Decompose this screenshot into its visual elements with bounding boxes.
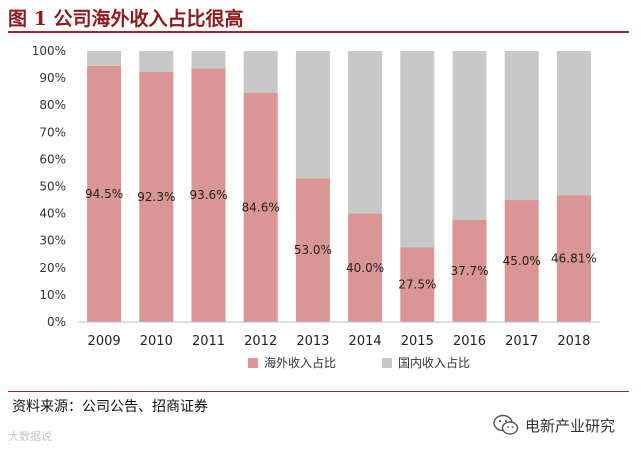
x-tick-label: 2014 — [349, 334, 382, 349]
y-tick-label: 10% — [39, 288, 66, 302]
source-divider — [8, 391, 629, 392]
data-label: 45.0% — [503, 254, 541, 268]
bar-overseas — [556, 195, 591, 322]
y-tick-label: 60% — [39, 152, 66, 166]
data-label: 84.6% — [242, 200, 280, 214]
data-label: 27.5% — [398, 278, 436, 292]
y-tick-label: 70% — [39, 125, 66, 139]
legend-label: 海外收入占比 — [264, 355, 336, 370]
bar-overseas — [504, 200, 539, 322]
legend-swatch — [248, 358, 258, 368]
legend-swatch — [382, 358, 392, 368]
x-tick-label: 2013 — [296, 334, 329, 349]
data-label: 53.0% — [294, 243, 332, 257]
data-label: 46.81% — [551, 252, 597, 266]
x-tick-label: 2009 — [88, 334, 121, 349]
y-tick-label: 20% — [39, 261, 66, 275]
bar-overseas — [139, 71, 174, 322]
bar-overseas — [191, 68, 226, 323]
y-tick-label: 90% — [39, 71, 66, 85]
data-label: 40.0% — [346, 261, 384, 275]
source-note: 资料来源：公司公告、招商证券 — [12, 399, 208, 415]
x-tick-label: 2012 — [244, 334, 277, 349]
bar-domestic — [348, 51, 383, 214]
bar-domestic — [87, 51, 122, 66]
x-tick-label: 2017 — [505, 334, 538, 349]
bar-domestic — [452, 51, 487, 220]
y-tick-label: 40% — [39, 207, 66, 221]
y-tick-label: 50% — [39, 180, 66, 194]
watermark-right: 电新产业研究 — [493, 414, 615, 436]
watermark-right-text: 电新产业研究 — [525, 416, 616, 435]
title-divider — [8, 31, 629, 33]
chart-title: 图 1 公司海外收入占比很高 — [8, 8, 244, 30]
stacked-bar-chart: 0% 10% 20% 30% 40% 50% 60% 70% 80% 90% 100% 94.5% 20… — [32, 44, 600, 370]
y-tick-label: 80% — [39, 98, 66, 112]
data-label: 94.5% — [85, 187, 123, 201]
bar-overseas — [87, 65, 122, 322]
bar-domestic — [556, 51, 591, 196]
bar-overseas — [295, 178, 330, 322]
bar-domestic — [504, 51, 539, 201]
bar-overseas — [243, 92, 278, 322]
wechat-icon — [493, 414, 519, 435]
bar-overseas — [452, 219, 487, 322]
bar-domestic — [295, 51, 330, 179]
bar-domestic — [400, 51, 435, 248]
x-tick-label: 2010 — [140, 334, 173, 349]
legend-label: 国内收入占比 — [398, 355, 470, 370]
bar-overseas — [348, 213, 383, 322]
data-label: 37.7% — [450, 264, 488, 278]
bar-domestic — [139, 51, 174, 72]
y-tick-label: 100% — [32, 44, 66, 58]
bar-domestic — [191, 51, 226, 69]
x-tick-label: 2018 — [557, 334, 590, 349]
bar-overseas — [400, 247, 435, 322]
x-tick-label: 2015 — [401, 334, 434, 349]
data-label: 92.3% — [137, 190, 175, 204]
x-tick-label: 2011 — [192, 334, 225, 349]
bar-domestic — [243, 51, 278, 93]
watermark-left: 大数据说 — [8, 430, 52, 443]
x-tick-label: 2016 — [453, 334, 486, 349]
y-tick-label: 0% — [47, 315, 66, 329]
data-label: 93.6% — [189, 188, 227, 202]
y-tick-label: 30% — [39, 234, 66, 248]
